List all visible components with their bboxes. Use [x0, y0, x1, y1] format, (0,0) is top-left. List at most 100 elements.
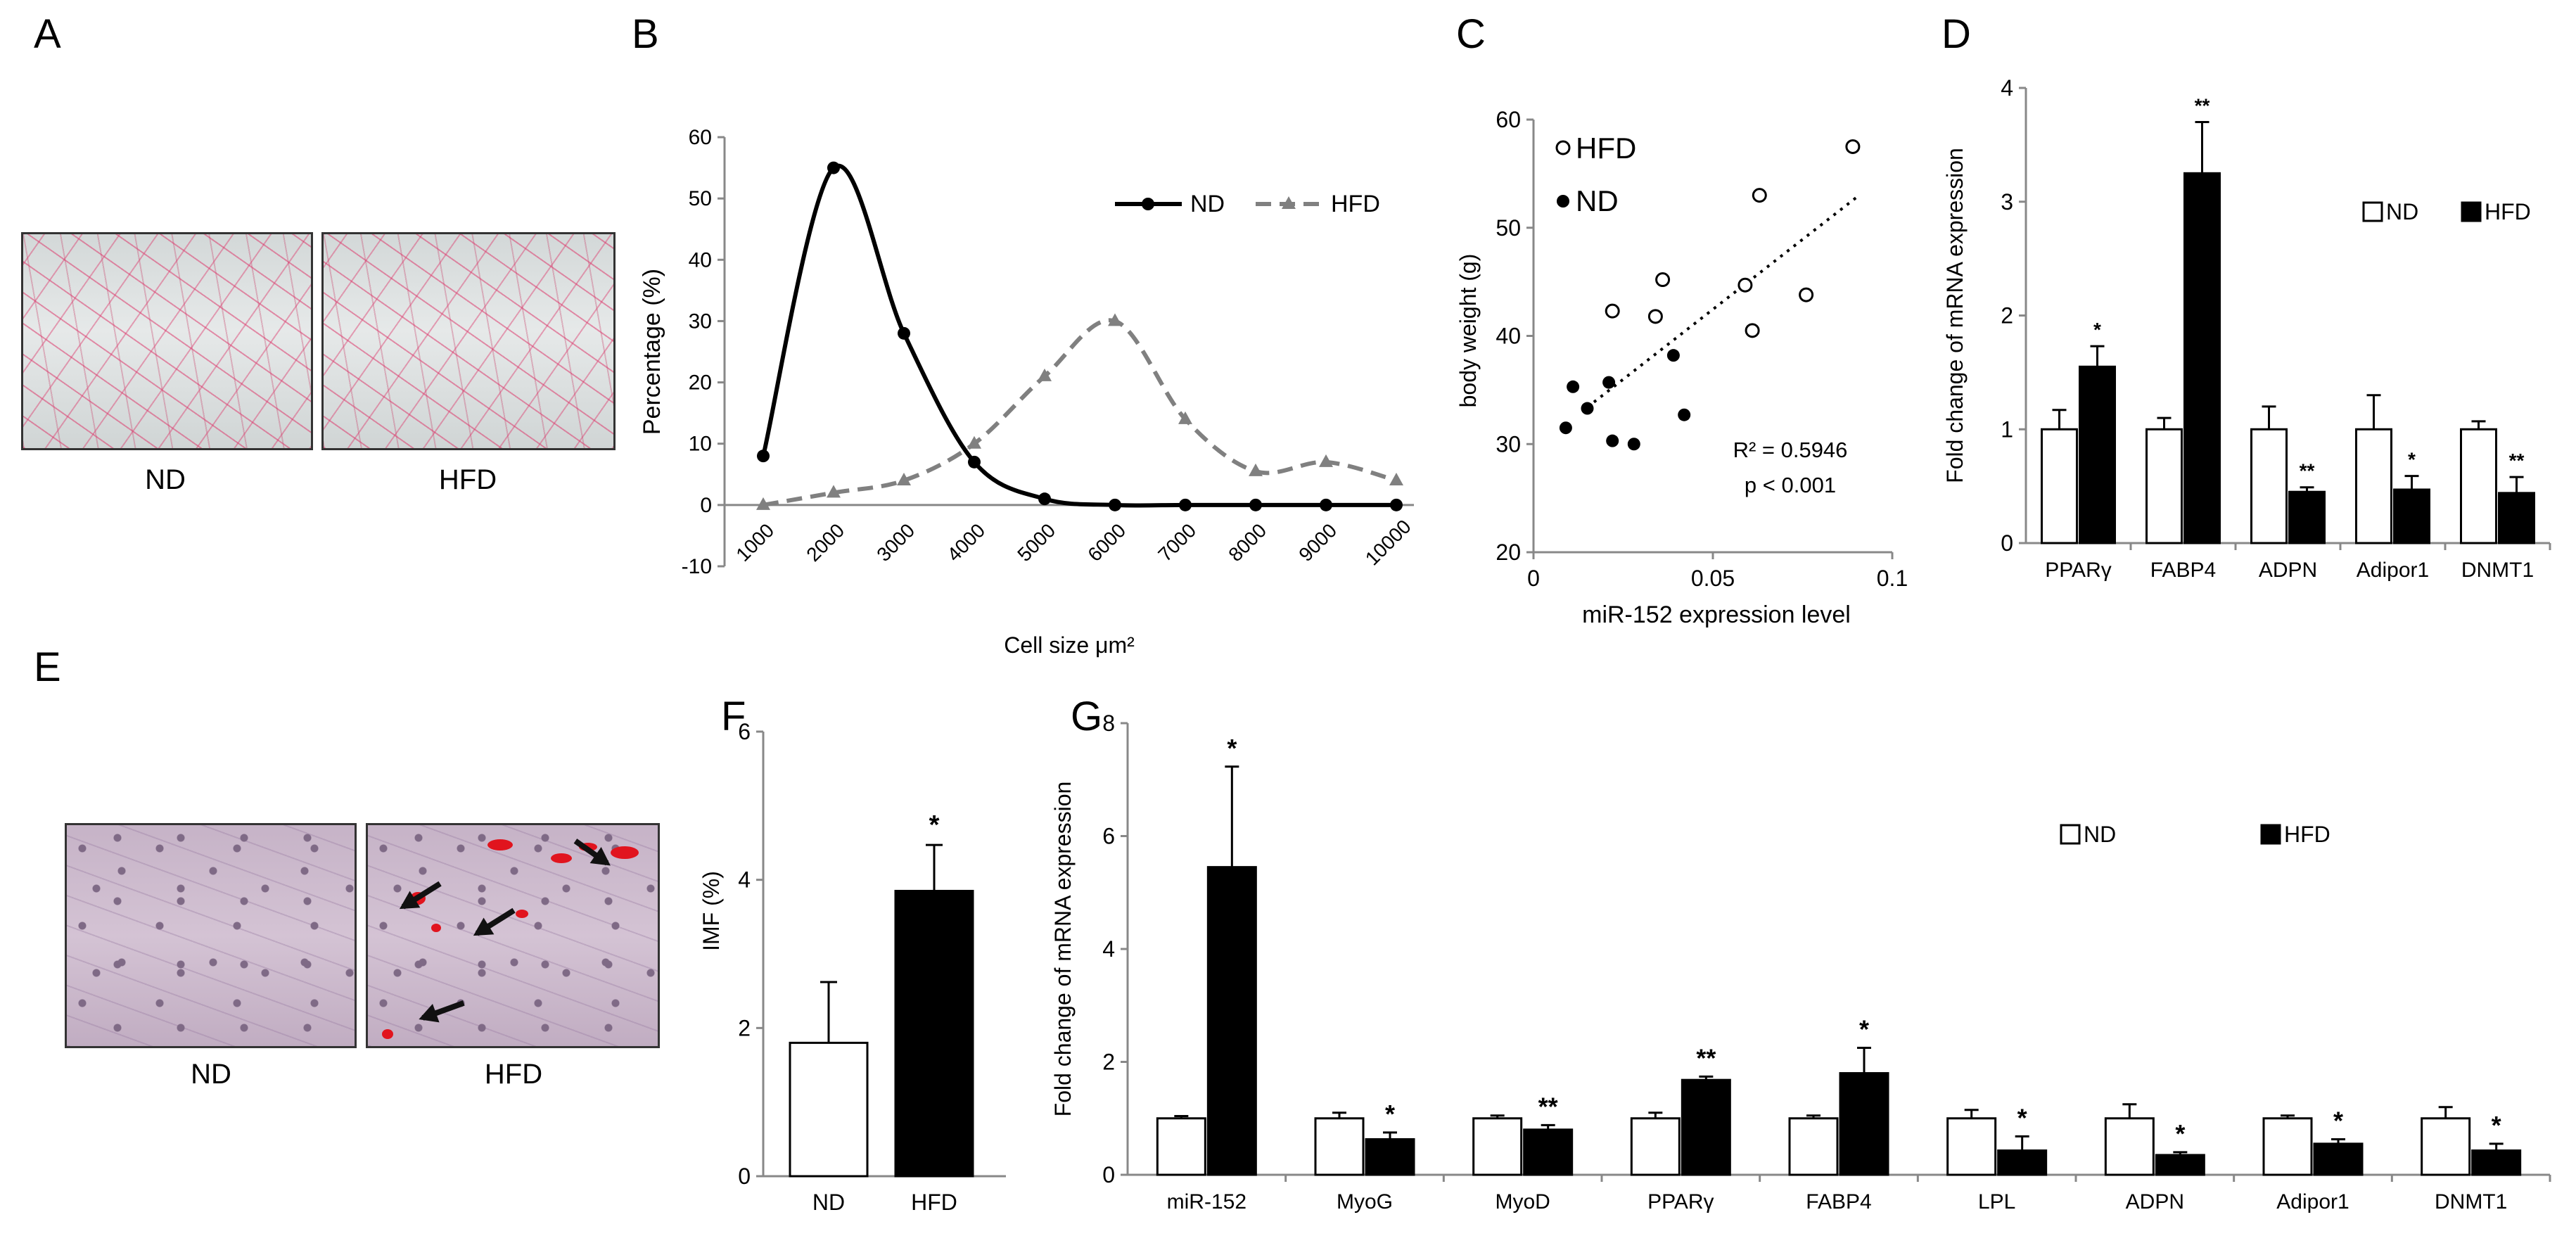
- lipid-droplet: [487, 839, 513, 850]
- g-y-tick-label: 2: [1102, 1050, 1115, 1075]
- f-bar-hfd: [894, 889, 974, 1178]
- b-point-hfd: [897, 473, 911, 485]
- c-point-nd: [1567, 380, 1580, 393]
- f-bar-nd: [789, 1041, 869, 1178]
- g-bar-hfd: [1365, 1138, 1415, 1176]
- b-point-hfd: [1389, 473, 1403, 485]
- b-x-tick-label: 4000: [943, 519, 989, 566]
- c-point-hfd: [1655, 272, 1671, 288]
- d-y-tick-label: 3: [2001, 189, 2013, 215]
- g-category-label: MyoD: [1495, 1190, 1550, 1213]
- b-point-hfd: [1319, 454, 1333, 467]
- f-y-axis-label: IMF (%): [699, 871, 724, 951]
- caption-e-nd: ND: [191, 1059, 231, 1090]
- b-point-nd: [898, 326, 910, 340]
- f-y-tick-label: 4: [738, 867, 751, 893]
- c-x-tick-label: 0: [1527, 566, 1540, 591]
- b-point-nd: [1390, 498, 1403, 511]
- d-significance: **: [2509, 450, 2525, 471]
- g-significance: *: [1385, 1100, 1395, 1128]
- b-point-hfd: [827, 485, 841, 498]
- c-legend-nd-label: ND: [1576, 184, 1619, 217]
- b-point-nd: [757, 450, 770, 463]
- f-y-tick-label: 2: [738, 1015, 751, 1040]
- c-x-axis-label: miR-152 expression level: [1582, 601, 1851, 628]
- b-y-tick-label: -10: [682, 555, 712, 578]
- g-y-tick-label: 0: [1102, 1162, 1115, 1187]
- c-r-squared: R² = 0.5946: [1733, 438, 1848, 462]
- caption-a-nd: ND: [145, 464, 186, 495]
- c-legend-nd-marker: [1557, 195, 1569, 208]
- b-point-nd: [1109, 498, 1121, 511]
- d-bar-nd: [2355, 428, 2392, 544]
- c-point-hfd: [1647, 309, 1663, 324]
- g-y-axis-label: Fold change of mRNA expression: [1050, 782, 1076, 1117]
- g-bar-nd: [2421, 1117, 2471, 1176]
- c-p-value: p < 0.001: [1745, 473, 1836, 497]
- d-bar-hfd: [2498, 492, 2535, 544]
- b-x-tick-label: 8000: [1224, 519, 1270, 566]
- g-legend-nd-swatch: [2060, 824, 2081, 845]
- b-point-nd: [1038, 492, 1051, 506]
- d-legend-hfd-swatch: [2461, 201, 2482, 222]
- g-significance: **: [1696, 1043, 1716, 1072]
- d-significance: **: [2300, 460, 2315, 482]
- d-significance: *: [2408, 449, 2416, 471]
- d-category-label: DNMT1: [2461, 559, 2534, 582]
- c-point-nd: [1559, 421, 1572, 435]
- caption-e-hfd: HFD: [484, 1059, 543, 1090]
- b-x-tick-label: 3000: [872, 519, 919, 566]
- c-legend-hfd-marker: [1555, 140, 1571, 155]
- d-bar-nd: [2460, 428, 2497, 544]
- histology-muscle-nd: [65, 823, 357, 1048]
- panel-label-d: D: [1941, 11, 1971, 57]
- d-y-tick-label: 0: [2001, 530, 2013, 556]
- g-bar-nd: [2262, 1117, 2313, 1176]
- d-category-label: PPARγ: [2045, 559, 2111, 582]
- g-significance: *: [2492, 1111, 2501, 1140]
- g-bar-nd: [1788, 1117, 1839, 1176]
- b-x-tick-label: 1000: [732, 519, 778, 566]
- lipid-droplet: [382, 1029, 393, 1039]
- c-point-hfd: [1605, 303, 1620, 319]
- g-category-label: Adipor1: [2276, 1190, 2349, 1213]
- g-category-label: MyoG: [1337, 1190, 1393, 1213]
- d-bar-hfd: [2079, 365, 2116, 544]
- g-y-tick-label: 4: [1102, 936, 1115, 962]
- histology-adipose-hfd: [321, 232, 616, 450]
- g-bar-nd: [2104, 1117, 2155, 1176]
- f-y-tick-label: 6: [738, 719, 751, 744]
- b-y-tick-label: 60: [689, 126, 712, 149]
- c-x-tick-label: 0.1: [1877, 566, 1908, 591]
- c-y-axis-label: body weight (g): [1455, 254, 1481, 408]
- g-significance: *: [1859, 1014, 1869, 1043]
- d-legend-hfd-label: HFD: [2485, 199, 2531, 224]
- c-y-tick-label: 40: [1496, 324, 1521, 349]
- d-bar-nd: [2250, 428, 2288, 544]
- b-y-tick-label: 40: [689, 248, 712, 272]
- c-point-nd: [1602, 376, 1616, 389]
- c-y-tick-label: 30: [1496, 431, 1521, 457]
- g-category-label: PPARγ: [1647, 1190, 1714, 1213]
- d-bar-hfd: [2288, 490, 2326, 544]
- c-point-nd: [1678, 408, 1691, 421]
- panel-label-b: B: [632, 11, 659, 57]
- g-legend-hfd-swatch: [2260, 824, 2281, 845]
- g-category-label: LPL: [1978, 1190, 2015, 1213]
- b-legend-hfd-label: HFD: [1331, 191, 1380, 217]
- b-point-nd: [968, 455, 981, 469]
- d-y-tick-label: 1: [2001, 416, 2013, 442]
- g-bar-nd: [1630, 1117, 1681, 1176]
- b-point-nd: [827, 161, 840, 174]
- b-y-tick-label: 0: [700, 494, 712, 517]
- c-point-hfd: [1799, 287, 1814, 302]
- g-bar-nd: [1472, 1117, 1523, 1176]
- b-legend-nd-marker: [1142, 198, 1154, 210]
- d-category-label: Adipor1: [2357, 559, 2429, 582]
- b-x-tick-label: 2000: [802, 519, 848, 566]
- c-y-tick-label: 60: [1496, 107, 1521, 132]
- caption-a-hfd: HFD: [438, 464, 497, 495]
- f-significance: *: [929, 810, 940, 840]
- panel-label-a: A: [34, 11, 61, 57]
